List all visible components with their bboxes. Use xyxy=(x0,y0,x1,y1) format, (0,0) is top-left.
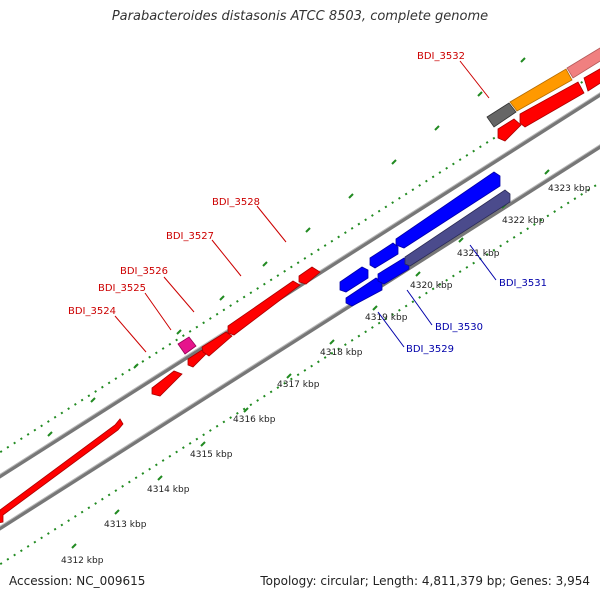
reverse-genes xyxy=(339,171,511,307)
gene-label-bdi-3526[interactable]: BDI_3526 xyxy=(120,266,168,277)
tick-label-4323: 4323 kbp xyxy=(548,184,591,194)
gene-feature-bdi-3525[interactable] xyxy=(151,370,183,397)
gene-feature-bdi-3528[interactable] xyxy=(298,266,321,285)
gene-label-bdi-3530[interactable]: BDI_3530 xyxy=(435,322,483,333)
major-ticks-outer xyxy=(47,57,526,437)
gene-feature-bdi-3529[interactable] xyxy=(339,266,369,293)
gene-feature-bdi-3527[interactable] xyxy=(227,280,301,336)
tick-label-4313: 4313 kbp xyxy=(104,520,147,530)
reverse-gene-labels: BDI_3529 BDI_3530 BDI_3531 xyxy=(406,278,547,355)
genome-summary: Topology: circular; Length: 4,811,379 bp… xyxy=(260,574,590,588)
gene-label-bdi-3527[interactable]: BDI_3527 xyxy=(166,231,214,242)
gene-feature-bdi-3526[interactable] xyxy=(187,349,207,368)
gene-feature-orange[interactable] xyxy=(509,68,573,112)
gene-feature-bdi-3532-red-b[interactable] xyxy=(519,81,585,128)
tick-label-4319: 4319 kbp xyxy=(365,313,408,323)
gene-feature-bdi-3526b[interactable] xyxy=(201,331,233,357)
reverse-label-leaders xyxy=(377,244,497,348)
tick-label-4321: 4321 kbp xyxy=(457,249,500,259)
backbone-line-outer-highlight xyxy=(0,92,600,475)
gene-feature-bdi-3529b[interactable] xyxy=(345,277,383,307)
gene-feature-pink[interactable] xyxy=(566,45,600,79)
tick-label-4317: 4317 kbp xyxy=(277,380,320,390)
tick-label-4314: 4314 kbp xyxy=(147,485,190,495)
tick-label-4318: 4318 kbp xyxy=(320,348,363,358)
gene-label-bdi-3531[interactable]: BDI_3531 xyxy=(499,278,547,289)
gene-feature-highlight[interactable] xyxy=(177,336,197,355)
gene-feature-bdi-3524[interactable] xyxy=(0,418,124,524)
gene-feature-gray[interactable] xyxy=(486,102,517,128)
gene-feature-bdi-3531b[interactable] xyxy=(404,189,511,267)
gene-feature-bdi-3532-red-c[interactable] xyxy=(583,66,600,92)
tick-label-4322: 4322 kbp xyxy=(502,216,545,226)
backbone-line-inner-highlight xyxy=(0,144,600,527)
backbone-line-inner xyxy=(0,144,600,531)
tick-label-4316: 4316 kbp xyxy=(233,415,276,425)
tick-track-inner xyxy=(0,181,600,566)
forward-gene-labels: BDI_3524 BDI_3525 BDI_3526 BDI_3527 BDI_… xyxy=(68,51,465,317)
tick-label-4315: 4315 kbp xyxy=(190,450,233,460)
gene-label-bdi-3525[interactable]: BDI_3525 xyxy=(98,283,146,294)
tick-label-4320: 4320 kbp xyxy=(410,281,453,291)
tick-track-outer xyxy=(0,69,600,454)
gene-feature-bdi-3531[interactable] xyxy=(395,171,501,249)
accession-label: Accession: NC_009615 xyxy=(9,574,146,588)
genome-title: Parabacteroides distasonis ATCC 8503, co… xyxy=(111,9,489,24)
forward-genes xyxy=(0,45,600,524)
forward-label-leaders xyxy=(114,60,490,353)
gene-label-bdi-3532[interactable]: BDI_3532 xyxy=(417,51,465,62)
gene-feature-bdi-3530[interactable] xyxy=(369,242,399,269)
gene-feature-bdi-3530b[interactable] xyxy=(377,257,410,285)
gene-feature-bdi-3532-red-a[interactable] xyxy=(497,118,522,142)
gene-label-bdi-3528[interactable]: BDI_3528 xyxy=(212,197,260,208)
gene-label-bdi-3524[interactable]: BDI_3524 xyxy=(68,306,116,317)
gene-label-bdi-3529[interactable]: BDI_3529 xyxy=(406,344,454,355)
tick-label-4312: 4312 kbp xyxy=(61,556,104,566)
major-ticks-inner xyxy=(71,169,550,549)
kbp-tick-labels: 4312 kbp 4313 kbp 4314 kbp 4315 kbp 4316… xyxy=(61,184,591,566)
